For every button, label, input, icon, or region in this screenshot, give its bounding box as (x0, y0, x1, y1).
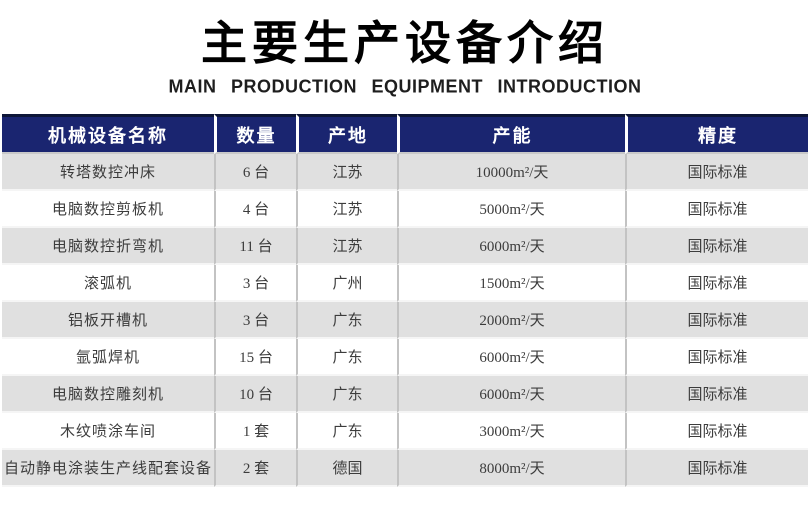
equipment-quantity: 15 台 (214, 339, 296, 377)
equipment-precision: 国际标准 (625, 191, 808, 229)
equipment-table: 机械设备名称 数量 产地 产能 精度 转塔数控冲床 6 台 江苏 10000m²… (2, 114, 808, 488)
equipment-precision: 国际标准 (625, 228, 808, 266)
equipment-quantity: 1 套 (214, 413, 296, 451)
equipment-origin: 广东 (296, 302, 397, 340)
table-row: 电脑数控剪板机 4 台 江苏 5000m²/天 国际标准 (2, 191, 808, 229)
equipment-name: 滚弧机 (2, 265, 214, 303)
equipment-precision: 国际标准 (625, 450, 808, 488)
equipment-capacity: 3000m²/天 (397, 413, 625, 451)
equipment-precision: 国际标准 (625, 302, 808, 340)
equipment-origin: 广东 (296, 413, 397, 451)
equipment-name: 电脑数控折弯机 (2, 228, 214, 266)
equipment-precision: 国际标准 (625, 265, 808, 303)
table-body: 转塔数控冲床 6 台 江苏 10000m²/天 国际标准 电脑数控剪板机 4 台… (2, 154, 808, 488)
table-header-row: 机械设备名称 数量 产地 产能 精度 (2, 114, 808, 155)
table-row: 电脑数控折弯机 11 台 江苏 6000m²/天 国际标准 (2, 228, 808, 266)
equipment-quantity: 10 台 (214, 376, 296, 414)
equipment-origin: 江苏 (296, 228, 397, 266)
table-row: 转塔数控冲床 6 台 江苏 10000m²/天 国际标准 (2, 154, 808, 192)
page-title: 主要生产设备介绍 (201, 17, 609, 69)
table-row: 滚弧机 3 台 广州 1500m²/天 国际标准 (2, 265, 808, 303)
equipment-capacity: 10000m²/天 (397, 154, 625, 192)
equipment-capacity: 6000m²/天 (397, 339, 625, 377)
title-block: 主要生产设备介绍 MAIN PRODUCTION EQUIPMENT INTRO… (0, 0, 810, 97)
equipment-capacity: 5000m²/天 (397, 191, 625, 229)
equipment-precision: 国际标准 (625, 376, 808, 414)
equipment-capacity: 8000m²/天 (397, 450, 625, 488)
column-header-precision: 精度 (625, 114, 808, 155)
table-row: 铝板开槽机 3 台 广东 2000m²/天 国际标准 (2, 302, 808, 340)
equipment-quantity: 6 台 (214, 154, 296, 192)
equipment-name: 转塔数控冲床 (2, 154, 214, 192)
equipment-name: 自动静电涂装生产线配套设备 (2, 450, 214, 488)
equipment-capacity: 6000m²/天 (397, 376, 625, 414)
equipment-name: 电脑数控雕刻机 (2, 376, 214, 414)
equipment-capacity: 1500m²/天 (397, 265, 625, 303)
equipment-name: 氩弧焊机 (2, 339, 214, 377)
equipment-quantity: 2 套 (214, 450, 296, 488)
column-header-quantity: 数量 (214, 114, 296, 155)
equipment-capacity: 6000m²/天 (397, 228, 625, 266)
equipment-quantity: 3 台 (214, 265, 296, 303)
equipment-capacity: 2000m²/天 (397, 302, 625, 340)
equipment-origin: 江苏 (296, 154, 397, 192)
equipment-origin: 广州 (296, 265, 397, 303)
equipment-origin: 广东 (296, 339, 397, 377)
equipment-quantity: 4 台 (214, 191, 296, 229)
equipment-name: 电脑数控剪板机 (2, 191, 214, 229)
equipment-origin: 广东 (296, 376, 397, 414)
equipment-precision: 国际标准 (625, 339, 808, 377)
column-header-equipment-name: 机械设备名称 (2, 114, 214, 155)
equipment-precision: 国际标准 (625, 154, 808, 192)
table-row: 自动静电涂装生产线配套设备 2 套 德国 8000m²/天 国际标准 (2, 450, 808, 488)
equipment-name: 铝板开槽机 (2, 302, 214, 340)
equipment-quantity: 11 台 (214, 228, 296, 266)
table-row: 氩弧焊机 15 台 广东 6000m²/天 国际标准 (2, 339, 808, 377)
column-header-origin: 产地 (296, 114, 397, 155)
page-subtitle: MAIN PRODUCTION EQUIPMENT INTRODUCTION (168, 75, 642, 97)
equipment-origin: 江苏 (296, 191, 397, 229)
equipment-precision: 国际标准 (625, 413, 808, 451)
equipment-quantity: 3 台 (214, 302, 296, 340)
table-row: 电脑数控雕刻机 10 台 广东 6000m²/天 国际标准 (2, 376, 808, 414)
equipment-name: 木纹喷涂车间 (2, 413, 214, 451)
equipment-origin: 德国 (296, 450, 397, 488)
column-header-capacity: 产能 (397, 114, 625, 155)
table-row: 木纹喷涂车间 1 套 广东 3000m²/天 国际标准 (2, 413, 808, 451)
